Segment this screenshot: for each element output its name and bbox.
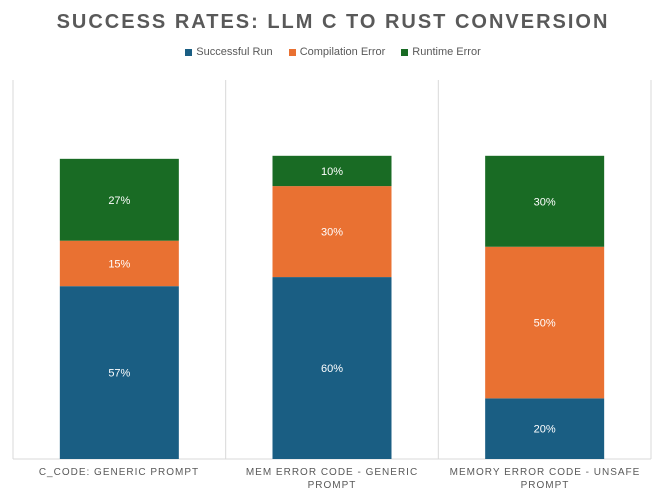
legend-swatch-compilation-error bbox=[288, 48, 296, 56]
bar-segment-successful-run-0 bbox=[59, 286, 179, 459]
bar-segment-compilation-error-0 bbox=[59, 240, 179, 287]
data-label-compilation-error-0: 15% bbox=[108, 258, 130, 270]
category-label-mem-error-generic: MEM ERROR CODE - GENERIC PROMPT bbox=[245, 467, 419, 491]
bar-segment-runtime-error-0 bbox=[59, 158, 179, 241]
legend-swatch-runtime-error bbox=[401, 48, 409, 56]
data-label-successful-run-0: 57% bbox=[108, 368, 130, 380]
legend-swatch-successful-run bbox=[185, 48, 193, 56]
data-label-runtime-error-0: 27% bbox=[108, 195, 130, 207]
data-label-compilation-error-1: 30% bbox=[321, 227, 343, 239]
legend-item-runtime-error: Runtime Error bbox=[401, 46, 481, 58]
bar-segment-successful-run-1 bbox=[272, 277, 392, 459]
data-label-compilation-error-2: 50% bbox=[534, 318, 556, 330]
data-label-successful-run-1: 60% bbox=[321, 363, 343, 375]
data-label-successful-run-2: 20% bbox=[534, 424, 556, 436]
bar-segment-runtime-error-1 bbox=[272, 155, 392, 187]
legend: Successful Run Compilation Error Runtime… bbox=[0, 46, 666, 58]
legend-item-successful-run: Successful Run bbox=[185, 46, 273, 58]
category-label-memory-error-unsafe: MEMORY ERROR CODE - UNSAFE PROMPT bbox=[449, 467, 641, 491]
bar-segment-compilation-error-2 bbox=[485, 246, 605, 399]
data-label-runtime-error-1: 10% bbox=[321, 166, 343, 178]
legend-label-compilation-error: Compilation Error bbox=[299, 46, 386, 58]
bar-segment-successful-run-2 bbox=[485, 398, 605, 459]
legend-label-runtime-error: Runtime Error bbox=[412, 46, 481, 58]
bar-segment-runtime-error-2 bbox=[485, 155, 605, 247]
category-label-c-code: C_CODE: GENERIC PROMPT bbox=[38, 467, 200, 478]
legend-item-compilation-error: Compilation Error bbox=[288, 46, 386, 58]
chart-title: SUCCESS RATES: LLM C TO RUST CONVERSION bbox=[56, 11, 610, 33]
data-label-runtime-error-2: 30% bbox=[534, 196, 556, 208]
legend-label-successful-run: Successful Run bbox=[196, 46, 273, 58]
bar-segment-compilation-error-1 bbox=[272, 186, 392, 278]
